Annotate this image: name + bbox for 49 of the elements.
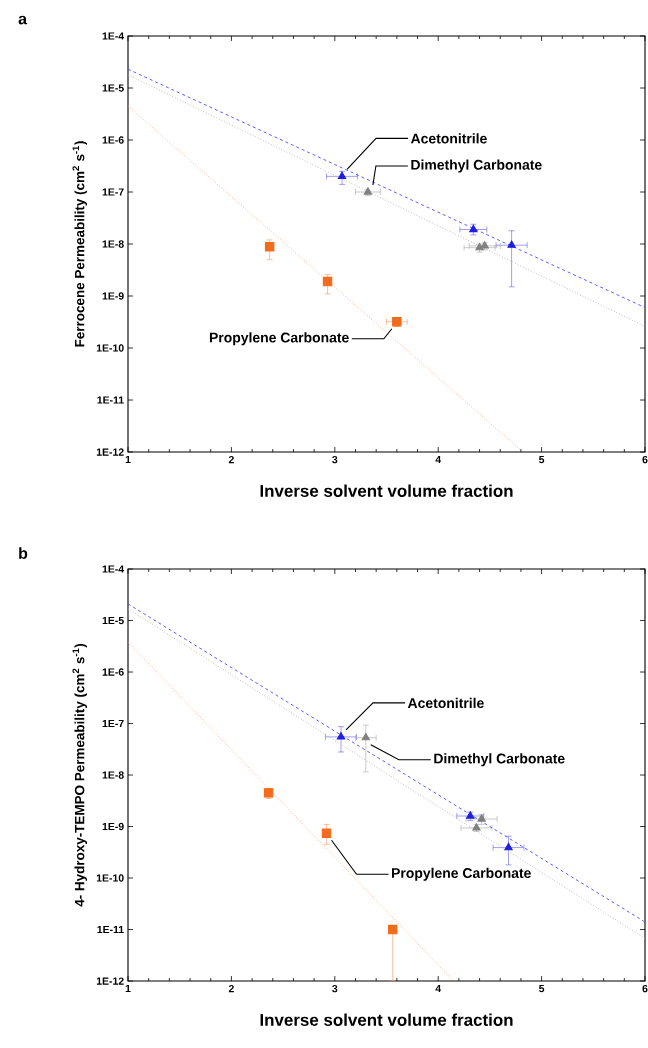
y-tick-label: 1E-5	[102, 84, 124, 92]
y-tick-label: 1E-9	[102, 822, 124, 831]
y-tick-label: 1E-12	[96, 977, 124, 985]
y-tick-label: 1E-10	[96, 344, 124, 352]
point	[507, 240, 516, 248]
x-tick-label: 1	[125, 984, 131, 993]
x-tick-label: 3	[332, 984, 338, 993]
annotation: Propylene Carbonate	[209, 332, 349, 346]
x-tick-label: 6	[642, 984, 648, 993]
x-tick-label: 1	[125, 455, 131, 464]
point	[321, 828, 332, 838]
annotation: Dimethyl Carbonate	[434, 753, 565, 767]
y-axis-title: 4- Hydroxy-TEMPO Permeability (cm$^{2}$ s$^{-1}$)	[72, 643, 88, 907]
x-axis-title: Inverse solvent volume fraction	[260, 1013, 513, 1026]
x-tick-label: 3	[332, 455, 338, 464]
y-tick-label: 1E-4	[102, 565, 125, 573]
y-tick-label: 1E-4	[102, 32, 125, 40]
point	[392, 317, 402, 327]
y-axis-title: Ferrocene Permeability (cm$^{2}$ s$^{-1}$)	[72, 141, 88, 347]
x-tick-label: 2	[228, 984, 234, 993]
annotation: Propylene Carbonate	[392, 867, 531, 881]
y-tick-label: 1E-8	[102, 771, 124, 779]
y-tick-label: 1E-11	[97, 396, 124, 404]
y-tick-label: 1E-7	[102, 719, 124, 728]
point	[336, 732, 346, 740]
annotation: Dimethyl Carbonate	[411, 159, 542, 173]
chart-title: b	[19, 547, 28, 559]
y-tick-label: 1E-6	[102, 668, 124, 676]
x-tick-label: 4	[435, 984, 442, 993]
y-tick-label: 1E-9	[102, 292, 124, 300]
chart-title: a	[18, 15, 28, 25]
y-tick-label: 1E-5	[102, 616, 124, 625]
x-axis-title: Inverse solvent volume fraction	[260, 484, 513, 497]
y-tick-label: 1E-11	[97, 925, 124, 934]
y-tick-label: 1E-10	[96, 874, 124, 882]
x-tick-label: 4	[435, 455, 442, 464]
y-tick-label: 1E-7	[102, 188, 124, 196]
y-tick-label: 1E-8	[102, 240, 124, 248]
y-tick-label: 1E-12	[96, 448, 124, 456]
annotation: Acetonitrile	[410, 133, 487, 144]
x-tick-label: 5	[539, 455, 545, 464]
point	[387, 924, 398, 935]
annotation: Acetonitrile	[407, 697, 484, 709]
x-tick-label: 6	[642, 455, 648, 464]
point	[504, 842, 513, 851]
point	[361, 732, 370, 741]
x-tick-label: 5	[539, 984, 545, 993]
y-tick-label: 1E-6	[102, 136, 124, 144]
x-tick-label: 2	[228, 455, 234, 464]
